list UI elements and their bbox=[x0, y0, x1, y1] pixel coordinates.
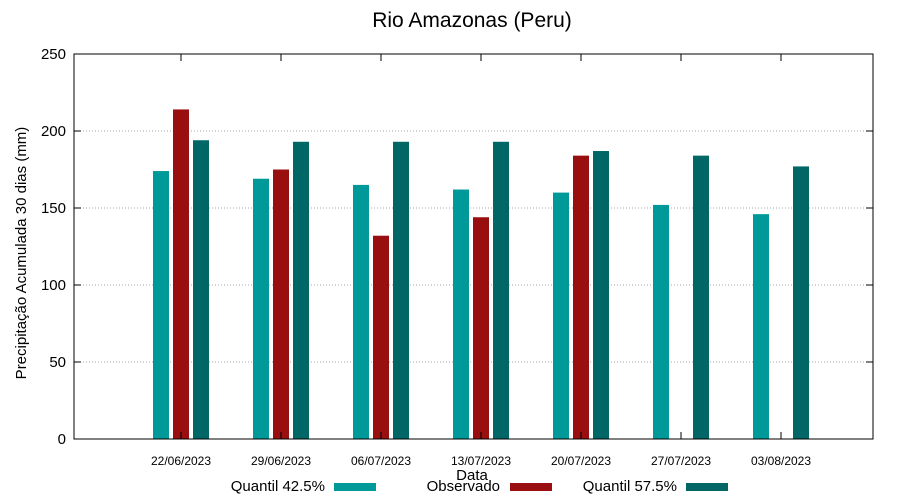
legend-label: Quantil 57.5% bbox=[583, 478, 677, 495]
bar-observado-2 bbox=[373, 235, 389, 439]
bar-quantil-42-5--6 bbox=[753, 214, 769, 439]
x-tick-label: 03/08/2023 bbox=[751, 454, 811, 468]
bar-observado-3 bbox=[473, 217, 489, 439]
x-axis-label: Data bbox=[456, 467, 488, 484]
plot-frame bbox=[73, 53, 874, 440]
bar-quantil-42-5--4 bbox=[553, 192, 569, 439]
x-tick-label: 27/07/2023 bbox=[651, 454, 711, 468]
legend-swatch bbox=[510, 483, 552, 491]
x-tick-label: 20/07/2023 bbox=[551, 454, 611, 468]
y-tick-label: 150 bbox=[41, 200, 66, 217]
bar-quantil-42-5--3 bbox=[453, 189, 469, 439]
bar-quantil-57-5--0 bbox=[193, 140, 209, 440]
bar-quantil-42-5--2 bbox=[353, 184, 369, 439]
bar-quantil-57-5--2 bbox=[393, 141, 409, 439]
x-tick-label: 06/07/2023 bbox=[351, 454, 411, 468]
x-tick-label: 22/06/2023 bbox=[151, 454, 211, 468]
legend: Quantil 42.5% Observado Quantil 57.5% bbox=[231, 478, 728, 495]
legend-swatch bbox=[334, 483, 376, 491]
bar-quantil-42-5--5 bbox=[653, 204, 669, 439]
bar-quantil-57-5--4 bbox=[593, 151, 609, 439]
bar-quantil-57-5--3 bbox=[493, 141, 509, 439]
y-tick-label: 50 bbox=[49, 354, 66, 371]
y-tick-label: 200 bbox=[41, 123, 66, 140]
x-axis-ticks: 22/06/2023 29/06/2023 06/07/2023 13/07/2023… bbox=[151, 54, 811, 468]
chart-title: Rio Amazonas (Peru) bbox=[372, 9, 572, 32]
y-tick-label: 250 bbox=[41, 46, 66, 63]
x-tick-label: 13/07/2023 bbox=[451, 454, 511, 468]
y-tick-label: 0 bbox=[58, 431, 66, 448]
bar-observado-4 bbox=[573, 155, 589, 439]
y-axis-ticks: 0 50 100 150 200 250 bbox=[41, 46, 873, 448]
x-tick-label: 29/06/2023 bbox=[251, 454, 311, 468]
y-tick-label: 100 bbox=[41, 277, 66, 294]
legend-label: Quantil 42.5% bbox=[231, 478, 325, 495]
bar-quantil-57-5--1 bbox=[293, 141, 309, 439]
bar-observado-0 bbox=[173, 109, 189, 439]
bar-quantil-42-5--0 bbox=[153, 171, 169, 440]
bar-quantil-57-5--5 bbox=[693, 155, 709, 439]
bar-observado-1 bbox=[273, 169, 289, 439]
bars bbox=[153, 109, 809, 440]
bar-quantil-42-5--1 bbox=[253, 178, 269, 440]
bar-quantil-57-5--6 bbox=[793, 166, 809, 440]
legend-label: Observado bbox=[427, 478, 500, 495]
y-axis-label: Precipitação Acumulada 30 dias (mm) bbox=[13, 127, 30, 380]
legend-swatch bbox=[686, 483, 728, 491]
